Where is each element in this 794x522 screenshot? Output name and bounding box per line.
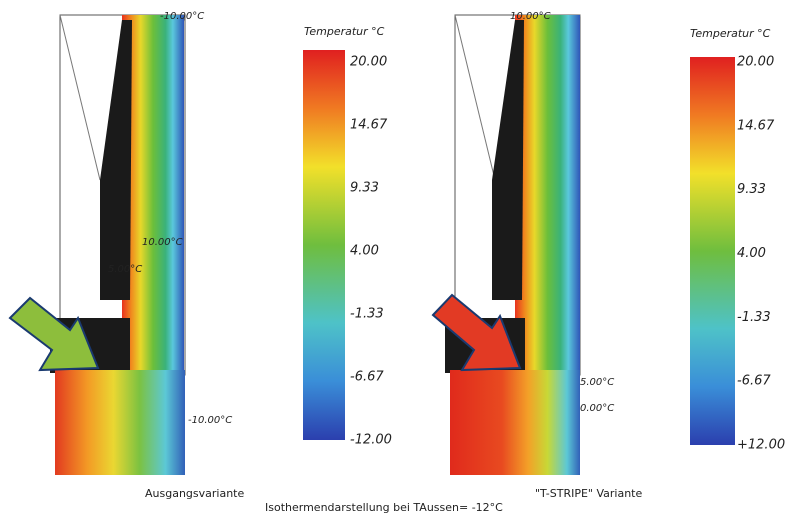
colorbar-tick-label: 9.33 — [350, 181, 379, 196]
insulation — [100, 20, 132, 300]
caption: Ausgangsvariante — [145, 487, 244, 500]
outline — [454, 14, 496, 181]
colorbar-tick-label: -12.00 — [350, 433, 392, 448]
outline — [59, 14, 101, 181]
colorbar-tick-label: 20.00 — [350, 55, 387, 70]
annotation: -10.00°C — [188, 415, 232, 426]
wall — [515, 15, 580, 385]
colorbar-tick-label: -1.33 — [350, 307, 384, 322]
base — [55, 370, 185, 475]
colorbar-tick-label: 14.67 — [350, 118, 388, 133]
colorbar-tick-label: +12.00 — [737, 438, 785, 453]
footer: Isothermendarstellung bei TAussen= -12°C — [265, 501, 503, 514]
colorbar-tick-label: -1.33 — [737, 310, 771, 325]
annotation: -10.00°C — [160, 11, 204, 22]
colorbar-tick-label: 14.67 — [737, 118, 775, 133]
wall — [122, 15, 184, 385]
colorbar-tick-label: 4.00 — [737, 246, 766, 261]
right-panel — [431, 14, 581, 475]
base — [450, 370, 580, 475]
colorbar-tick-label: -6.67 — [737, 374, 771, 389]
colorbar — [303, 50, 345, 440]
annotation: 10.00°C — [510, 11, 551, 22]
legend-title: Temperatur °C — [690, 27, 771, 40]
caption: "T-STRIPE" Variante — [535, 487, 642, 500]
colorbar-tick-label: 20.00 — [737, 55, 774, 70]
arrow — [8, 296, 100, 372]
colorbar-tick-label: -6.67 — [350, 370, 384, 385]
left-panel — [8, 14, 186, 475]
insulation — [492, 20, 524, 300]
annotation: 0.00°C — [580, 403, 614, 414]
colorbar — [690, 57, 735, 445]
annotation: 5.00°C — [108, 264, 142, 275]
annotation: 10.00°C — [142, 237, 183, 248]
annotation: 5.00°C — [580, 377, 614, 388]
colorbar-tick-label: 9.33 — [737, 182, 766, 197]
colorbar-tick-label: 4.00 — [350, 244, 379, 259]
legend-title: Temperatur °C — [304, 25, 385, 38]
arrow — [431, 293, 522, 372]
